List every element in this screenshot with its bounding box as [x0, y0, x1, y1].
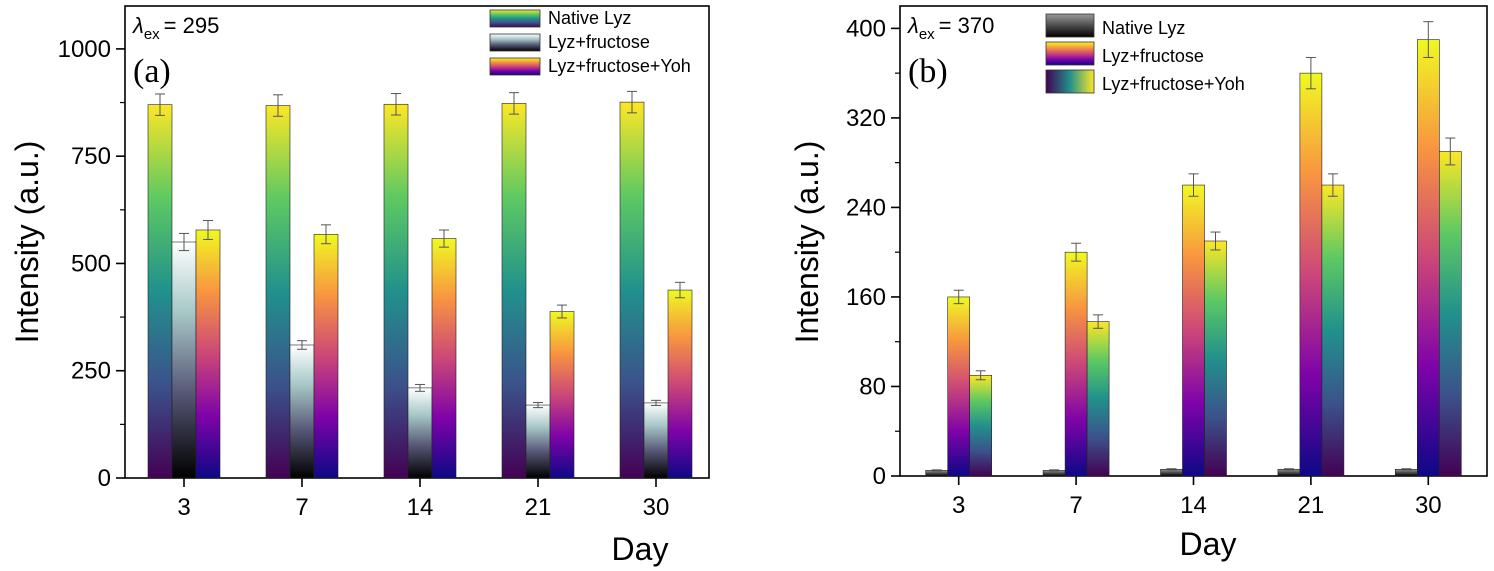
bar-bone: [525, 404, 551, 479]
bar-viridis: [383, 103, 409, 479]
y-tick-label: 240: [846, 194, 886, 221]
y-axis: 0 250 500 750 1000: [58, 36, 125, 492]
legend-swatch: [1045, 13, 1095, 38]
bars: [925, 21, 1462, 477]
x-axis: 3 7 14 21 30: [177, 478, 669, 521]
excitation-subscript: ex: [919, 26, 935, 43]
x-axis-title: Day: [612, 531, 669, 567]
legend-swatch: [489, 33, 541, 52]
bar-viridis: [969, 374, 993, 477]
x-tick-label: 3: [177, 494, 190, 521]
bar-viridis: [1321, 184, 1345, 477]
y-tick-label: 0: [873, 463, 886, 490]
y-tick-label: 500: [71, 250, 111, 277]
bar-bone: [171, 241, 197, 479]
bar-bone: [289, 344, 315, 479]
y-axis-title: Intensity (a.u.): [9, 141, 45, 344]
bar-viridis: [1439, 151, 1462, 477]
bar-plasma: [947, 296, 971, 477]
y-tick-label: 400: [846, 15, 886, 42]
bar-bone: [407, 387, 433, 479]
legend-label: Native Lyz: [1102, 18, 1185, 38]
bar-viridis: [265, 105, 291, 479]
legend-swatch: [489, 57, 541, 76]
y-tick-label: 750: [71, 143, 111, 170]
y-tick-label: 0: [98, 465, 111, 492]
y-axis-title: Intensity (a.u.): [789, 141, 825, 344]
legend-swatch: [1045, 41, 1095, 66]
y-tick-label: 80: [859, 373, 886, 400]
bar-plasma: [431, 238, 457, 479]
legend-label: Lyz+fructose+Yoh: [548, 56, 691, 76]
bar-plasma: [1182, 184, 1205, 477]
bar-plasma: [1064, 251, 1088, 477]
panel-a: 0 250 500 750 1000 3 7 14 21 30 Native Lyz Lyz+fr…: [9, 5, 710, 567]
x-tick-label: 30: [643, 494, 670, 521]
x-tick-label: 3: [952, 492, 965, 519]
bar-plasma: [1417, 39, 1440, 477]
bar-plasma: [1299, 72, 1323, 477]
bar-viridis: [147, 104, 173, 479]
bars: [147, 90, 693, 479]
bar-plasma: [667, 289, 693, 479]
y-tick-label: 320: [846, 105, 886, 132]
bar-bone: [643, 402, 669, 479]
x-tick-label: 14: [1180, 492, 1207, 519]
bar-viridis: [1204, 240, 1227, 477]
excitation-value: = 295: [164, 13, 220, 38]
x-tick-label: 30: [1415, 492, 1442, 519]
excitation-symbol: λ: [132, 13, 144, 38]
x-axis-title: Day: [1180, 526, 1237, 562]
legend-label: Native Lyz: [548, 8, 631, 28]
x-tick-label: 7: [1069, 492, 1082, 519]
x-tick-label: 7: [295, 494, 308, 521]
bar-plasma: [195, 229, 221, 479]
legend-swatch: [489, 9, 541, 28]
x-tick-label: 21: [525, 494, 552, 521]
y-tick-label: 160: [846, 284, 886, 311]
legend-label: Lyz+fructose+Yoh: [1102, 74, 1245, 94]
excitation-subscript: ex: [144, 26, 160, 43]
y-tick-label: 1000: [58, 36, 111, 63]
y-tick-label: 250: [71, 358, 111, 385]
x-axis: 3 7 14 21 30: [952, 476, 1442, 519]
legend-label: Lyz+fructose: [548, 32, 650, 52]
excitation-symbol: λ: [907, 13, 919, 38]
bar-plasma: [313, 233, 339, 479]
bar-viridis: [501, 103, 527, 479]
x-tick-label: 14: [407, 494, 434, 521]
bar-viridis: [619, 101, 645, 479]
excitation-label: λex = 295: [132, 13, 219, 43]
legend: Native Lyz Lyz+fructose Lyz+fructose+Yoh: [1045, 13, 1245, 94]
legend-label: Lyz+fructose: [1102, 46, 1204, 66]
panel-label: (b): [908, 53, 948, 90]
bar-plasma: [549, 311, 575, 479]
legend-swatch: [1045, 69, 1095, 94]
x-tick-label: 21: [1298, 492, 1325, 519]
legend: Native Lyz Lyz+fructose Lyz+fructose+Yoh: [489, 8, 691, 76]
excitation-label: λex = 370: [907, 13, 994, 43]
bar-viridis: [1086, 321, 1110, 477]
panel-label: (a): [133, 53, 171, 90]
y-axis: 0 80 160 240 320 400: [846, 15, 900, 490]
panel-b: 0 80 160 240 320 400 3 7 14 21 30 Native Lyz Lyz+f…: [789, 5, 1488, 562]
excitation-value: = 370: [939, 13, 995, 38]
